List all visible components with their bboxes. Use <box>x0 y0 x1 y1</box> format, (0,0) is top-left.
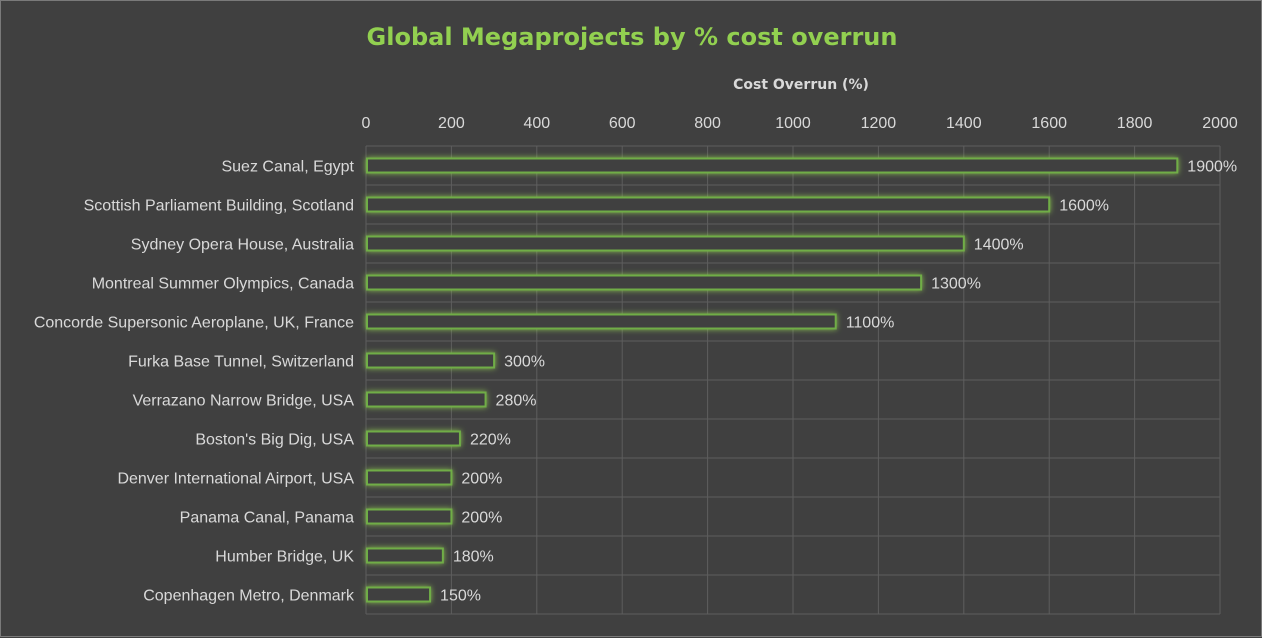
data-label: 1400% <box>974 237 1024 254</box>
x-tick-label: 200 <box>438 115 465 132</box>
data-label: 1900% <box>1187 159 1237 176</box>
data-label: 1100% <box>846 315 895 332</box>
data-label: 1300% <box>931 276 981 293</box>
bar <box>366 430 461 447</box>
bar <box>366 196 1051 213</box>
x-tick-label: 1800 <box>1117 115 1153 132</box>
category-label: Suez Canal, Egypt <box>221 159 354 176</box>
x-tick-label: 2000 <box>1202 115 1238 132</box>
x-axis-ticks: 0 200 400 600 800 1000 1200 1400 1600 1800 2000 <box>362 115 1238 132</box>
x-axis-title: Cost Overrun (%) <box>733 77 869 93</box>
x-tick-label: 1200 <box>861 115 897 132</box>
bar <box>366 313 837 330</box>
category-labels: Suez Canal, Egypt Scottish Parliament Bui… <box>34 159 355 605</box>
category-label: Montreal Summer Olympics, Canada <box>92 276 354 293</box>
chart-title: Global Megaprojects by % cost overrun <box>367 23 898 51</box>
bar <box>366 508 453 525</box>
bar <box>366 469 453 486</box>
data-label: 220% <box>470 432 511 449</box>
category-label: Panama Canal, Panama <box>180 510 354 527</box>
category-label: Humber Bridge, UK <box>215 549 354 566</box>
bar <box>366 235 965 252</box>
data-label: 150% <box>440 588 481 605</box>
category-label: Boston's Big Dig, USA <box>195 432 354 449</box>
data-label: 200% <box>461 471 502 488</box>
x-tick-label: 800 <box>694 115 721 132</box>
bar <box>366 586 432 603</box>
data-label: 300% <box>504 354 545 371</box>
data-label: 280% <box>496 393 537 410</box>
data-labels: 1900% 1600% 1400% 1300% 1100% 300% 280% 220% 200… <box>440 159 1237 605</box>
data-label: 200% <box>461 510 502 527</box>
category-label: Sydney Opera House, Australia <box>131 237 354 254</box>
x-tick-label: 1600 <box>1031 115 1067 132</box>
bar <box>366 391 487 408</box>
data-label: 180% <box>453 549 494 566</box>
x-tick-label: 1000 <box>775 115 811 132</box>
gridlines <box>365 145 1221 615</box>
x-tick-label: 600 <box>609 115 636 132</box>
x-tick-label: 0 <box>362 115 371 132</box>
category-label: Verrazano Narrow Bridge, USA <box>133 393 355 410</box>
category-label: Scottish Parliament Building, Scotland <box>84 198 354 215</box>
bar <box>366 274 923 291</box>
category-label: Copenhagen Metro, Denmark <box>143 588 355 605</box>
bar <box>366 547 444 564</box>
bar <box>366 352 496 369</box>
x-tick-label: 1400 <box>946 115 982 132</box>
data-label: 1600% <box>1059 198 1109 215</box>
category-label: Denver International Airport, USA <box>117 471 354 488</box>
category-label: Furka Base Tunnel, Switzerland <box>128 354 354 371</box>
bar <box>366 157 1179 174</box>
x-tick-label: 400 <box>523 115 550 132</box>
category-label: Concorde Supersonic Aeroplane, UK, Franc… <box>34 315 354 332</box>
bars <box>366 157 1179 603</box>
